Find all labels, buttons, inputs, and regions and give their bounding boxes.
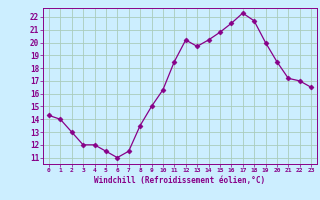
X-axis label: Windchill (Refroidissement éolien,°C): Windchill (Refroidissement éolien,°C)	[94, 176, 266, 185]
